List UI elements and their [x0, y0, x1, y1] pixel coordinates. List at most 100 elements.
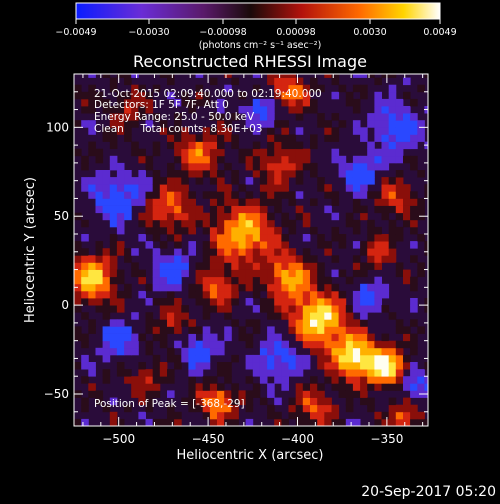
intensity-pixel [195, 212, 204, 221]
intensity-pixel [367, 376, 375, 384]
intensity-pixel [152, 319, 161, 327]
intensity-pixel [259, 269, 268, 278]
intensity-pixel [259, 276, 268, 285]
intensity-pixel [181, 319, 189, 327]
intensity-pixel [274, 305, 282, 313]
intensity-pixel [131, 106, 139, 114]
intensity-pixel [345, 312, 354, 320]
intensity-pixel [360, 376, 368, 384]
intensity-pixel [245, 248, 254, 256]
intensity-pixel [317, 340, 325, 349]
intensity-pixel [352, 340, 361, 349]
intensity-pixel [217, 340, 225, 349]
intensity-pixel [259, 340, 268, 349]
intensity-pixel [95, 283, 104, 292]
intensity-pixel [74, 276, 82, 285]
intensity-pixel [324, 74, 332, 78]
intensity-pixel [102, 248, 111, 256]
colorbar-tick-label: −0.00098 [199, 27, 246, 38]
intensity-pixel [338, 162, 347, 171]
intensity-pixel [102, 205, 111, 214]
intensity-pixel [310, 269, 318, 278]
intensity-pixel [345, 340, 354, 349]
intensity-pixel [238, 276, 247, 285]
intensity-pixel [367, 362, 375, 370]
intensity-pixel [374, 226, 382, 235]
intensity-pixel [302, 305, 311, 313]
intensity-pixel [331, 148, 340, 157]
intensity-pixel [109, 141, 118, 150]
intensity-pixel [374, 191, 382, 199]
intensity-pixel [424, 298, 428, 306]
intensity-pixel [281, 383, 289, 391]
colorbar-tick-label: 0.0049 [423, 27, 456, 38]
intensity-pixel [238, 219, 247, 228]
intensity-pixel [209, 383, 218, 391]
intensity-pixel [267, 177, 275, 185]
intensity-pixel [217, 120, 225, 128]
intensity-pixel [231, 234, 239, 242]
intensity-pixel [102, 347, 111, 356]
intensity-pixel [424, 184, 428, 192]
intensity-pixel [102, 354, 111, 363]
intensity-pixel [267, 77, 275, 86]
intensity-pixel [152, 219, 161, 228]
intensity-pixel [403, 77, 411, 86]
intensity-pixel [167, 347, 175, 356]
intensity-pixel [252, 219, 261, 228]
intensity-pixel [410, 383, 418, 391]
intensity-pixel [360, 212, 368, 221]
intensity-pixel [310, 298, 318, 306]
intensity-pixel [403, 120, 411, 128]
intensity-pixel [352, 269, 361, 278]
intensity-pixel [367, 170, 375, 178]
intensity-pixel [252, 226, 261, 235]
intensity-pixel [274, 262, 282, 270]
intensity-pixel [116, 347, 125, 356]
intensity-pixel [109, 411, 118, 420]
intensity-pixel [188, 155, 196, 164]
intensity-pixel [317, 298, 325, 306]
intensity-pixel [95, 148, 104, 157]
intensity-pixel [174, 148, 182, 157]
intensity-pixel [295, 298, 304, 306]
intensity-pixel [317, 283, 325, 292]
intensity-pixel [217, 283, 225, 292]
intensity-pixel [195, 170, 204, 178]
intensity-pixel [331, 340, 340, 349]
intensity-pixel [324, 333, 332, 342]
intensity-pixel [374, 305, 382, 313]
intensity-pixel [81, 219, 89, 228]
intensity-pixel [202, 219, 211, 228]
intensity-pixel [231, 283, 239, 292]
intensity-pixel [202, 226, 211, 235]
intensity-pixel [145, 397, 154, 406]
intensity-pixel [224, 404, 232, 413]
intensity-pixel [88, 326, 96, 334]
intensity-pixel [195, 326, 204, 334]
intensity-pixel [138, 191, 146, 199]
intensity-pixel [424, 305, 428, 313]
intensity-pixel [231, 205, 239, 214]
y-tick-label: 0 [61, 298, 69, 312]
intensity-pixel [381, 333, 390, 342]
intensity-pixel [410, 120, 418, 128]
intensity-pixel [367, 354, 375, 363]
intensity-pixel [410, 255, 418, 263]
intensity-pixel [224, 390, 232, 398]
intensity-pixel [159, 376, 168, 384]
intensity-pixel [102, 98, 111, 107]
intensity-pixel [417, 369, 425, 377]
intensity-pixel [209, 248, 218, 256]
intensity-pixel [367, 191, 375, 199]
intensity-pixel [109, 234, 118, 242]
intensity-pixel [295, 113, 304, 121]
intensity-pixel [116, 241, 125, 249]
intensity-pixel [331, 305, 340, 313]
intensity-pixel [295, 283, 304, 292]
intensity-pixel [167, 262, 175, 270]
intensity-pixel [367, 404, 375, 413]
intensity-pixel [288, 283, 297, 292]
intensity-pixel [310, 404, 318, 413]
intensity-pixel [352, 390, 361, 398]
